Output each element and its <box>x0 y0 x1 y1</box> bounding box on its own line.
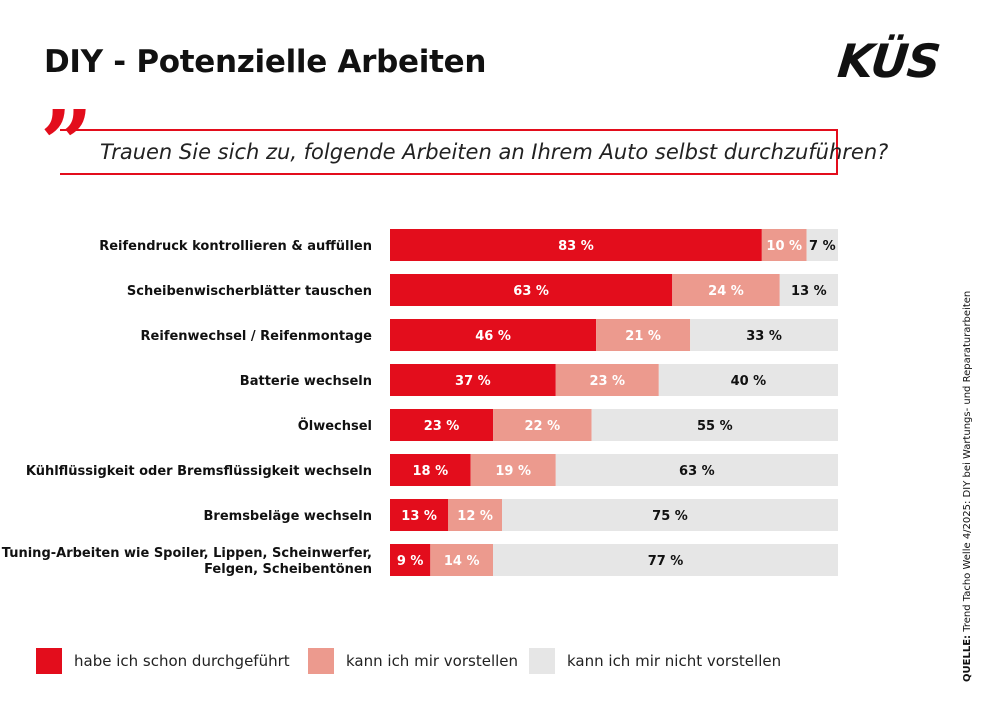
bar-segment-imagine <box>493 409 592 441</box>
bar-segment-done <box>390 499 449 531</box>
category-label: Reifendruck kontrollieren & auffüllen <box>99 239 372 254</box>
legend-swatch-not <box>529 648 555 674</box>
bar-segment-not <box>591 409 838 441</box>
data-label-imagine: 22 % <box>524 419 560 434</box>
question-frame <box>60 129 838 175</box>
data-label-not: 7 % <box>809 239 836 254</box>
bar-segment-done <box>390 409 494 441</box>
legend-item-imagine: kann ich mir vorstellen <box>308 648 518 674</box>
data-label-not: 77 % <box>648 554 684 569</box>
bar-segment-not <box>779 274 838 306</box>
data-label-not: 63 % <box>679 464 715 479</box>
data-label-imagine: 21 % <box>625 329 661 344</box>
bar-segment-imagine <box>596 319 691 351</box>
legend-label-done: habe ich schon durchgeführt <box>74 652 290 670</box>
data-label-done: 83 % <box>558 239 594 254</box>
category-label: Tuning-Arbeiten wie Spoiler, Lippen, Sch… <box>2 546 372 577</box>
data-label-imagine: 19 % <box>495 464 531 479</box>
category-label: Bremsbeläge wechseln <box>204 509 372 524</box>
data-label-not: 75 % <box>652 509 688 524</box>
data-label-not: 13 % <box>791 284 827 299</box>
data-label-imagine: 23 % <box>589 374 625 389</box>
survey-question: Trauen Sie sich zu, folgende Arbeiten an… <box>100 140 889 164</box>
bar-segment-done <box>390 544 431 576</box>
bar-segment-done <box>390 364 556 396</box>
data-label-done: 13 % <box>401 509 437 524</box>
bar-segment-not <box>690 319 838 351</box>
legend-label-not: kann ich mir nicht vorstellen <box>567 652 782 670</box>
bar-segment-done <box>390 319 597 351</box>
bar-segment-not <box>493 544 838 576</box>
bar-segment-imagine <box>448 499 502 531</box>
category-label: Reifenwechsel / Reifenmontage <box>141 329 373 344</box>
data-label-imagine: 12 % <box>457 509 493 524</box>
bar-segment-done <box>390 229 762 261</box>
data-label-not: 40 % <box>731 374 767 389</box>
data-label-not: 33 % <box>746 329 782 344</box>
bar-segment-not <box>658 364 838 396</box>
legend-swatch-done <box>36 648 62 674</box>
source-text: Trend Tacho Welle 4/2025: DIY bei Wartun… <box>962 290 973 632</box>
data-label-done: 37 % <box>455 374 491 389</box>
legend-item-not: kann ich mir nicht vorstellen <box>529 648 781 674</box>
bar-segment-not <box>555 454 838 486</box>
category-label: Scheibenwischerblätter tauschen <box>127 284 372 299</box>
legend-swatch-imagine <box>308 648 334 674</box>
data-label-imagine: 24 % <box>708 284 744 299</box>
data-label-not: 55 % <box>697 419 733 434</box>
legend-label-imagine: kann ich mir vorstellen <box>346 652 519 670</box>
legend-item-done: habe ich schon durchgeführt <box>36 648 290 674</box>
data-label-done: 63 % <box>513 284 549 299</box>
bar-segment-imagine <box>672 274 780 306</box>
bar-segment-not <box>502 499 838 531</box>
data-label-done: 9 % <box>397 554 424 569</box>
category-label: Batterie wechseln <box>240 374 372 389</box>
data-label-done: 23 % <box>424 419 460 434</box>
bar-segment-imagine <box>761 229 807 261</box>
data-label-imagine: 10 % <box>766 239 802 254</box>
bar-segment-imagine <box>555 364 659 396</box>
bar-segment-done <box>390 274 673 306</box>
bar-segment-imagine <box>430 544 494 576</box>
source-note: QUELLE: Trend Tacho Welle 4/2025: DIY be… <box>962 291 973 682</box>
data-label-done: 18 % <box>412 464 448 479</box>
data-label-imagine: 14 % <box>444 554 480 569</box>
source-label: QUELLE: <box>962 634 973 682</box>
bar-segment-imagine <box>470 454 556 486</box>
data-label-done: 46 % <box>475 329 511 344</box>
category-label: Ölwechsel <box>298 418 372 434</box>
bar-segment-not <box>806 229 838 261</box>
bar-segment-done <box>390 454 471 486</box>
category-label: Kühlflüssigkeit oder Bremsflüssigkeit we… <box>26 464 372 479</box>
chart-title: DIY - Potenzielle Arbeiten <box>44 44 487 80</box>
